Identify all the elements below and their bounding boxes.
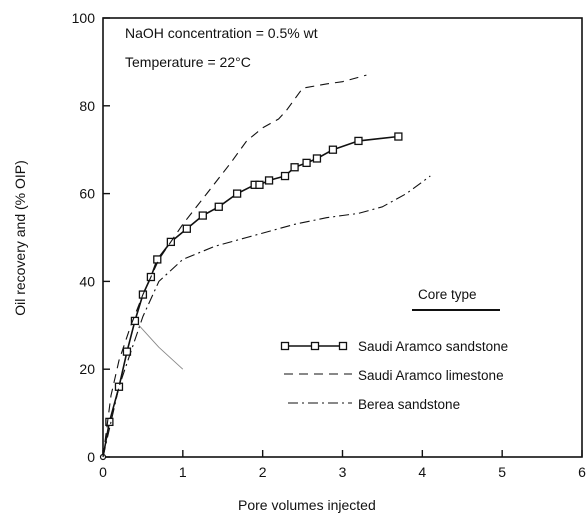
data-point [130, 316, 140, 326]
data-point [255, 180, 264, 189]
legend-marker [310, 341, 320, 351]
data-point [302, 158, 311, 168]
legend-entry-aramco-sandstone: Saudi Aramco sandstone [358, 339, 509, 354]
data-point [182, 224, 191, 233]
y-tick-label: 0 [87, 449, 95, 465]
data-point [394, 132, 403, 141]
legend-layer [280, 309, 500, 404]
y-axis-title: Oil recovery and (% OIP) [12, 160, 28, 316]
legend-title: Core type [418, 287, 477, 302]
x-tick-label: 5 [498, 464, 506, 480]
y-tick-label: 20 [79, 361, 95, 377]
series-line-3 [138, 324, 184, 370]
axes [102, 17, 583, 458]
y-tick-label: 80 [79, 98, 95, 114]
data-point [264, 176, 274, 185]
data-point [280, 171, 290, 181]
x-tick-label: 2 [259, 464, 267, 480]
legend-marker [280, 341, 290, 351]
data-point [312, 154, 322, 163]
annotation-concentration: NaOH concentration = 0.5% wt [125, 25, 318, 41]
y-tick-label: 100 [72, 10, 96, 26]
annotation-temperature: Temperature = 22°C [125, 54, 251, 70]
series-line-berea-sandstone [102, 175, 431, 458]
y-tick-label: 60 [79, 186, 95, 202]
x-tick-label: 3 [339, 464, 347, 480]
legend-entry-aramco-limestone: Saudi Aramco limestone [358, 368, 504, 383]
plot-frame [102, 17, 583, 458]
legend-marker [338, 341, 348, 351]
data-point [328, 145, 338, 154]
data-point [114, 382, 124, 391]
x-tick-label: 0 [99, 464, 107, 480]
y-tick-label: 40 [79, 273, 95, 289]
data-point [214, 202, 223, 211]
x-axis-title: Pore volumes injected [238, 497, 376, 513]
data-point [354, 136, 363, 146]
legend-entry-berea-sandstone: Berea sandstone [358, 397, 461, 412]
x-tick-label: 1 [179, 464, 187, 480]
x-tick-label: 6 [578, 464, 586, 480]
data-point [290, 163, 299, 172]
data-point [105, 417, 114, 427]
series-layer [99, 74, 431, 461]
data-point [232, 189, 242, 198]
data-point [198, 211, 207, 220]
x-tick-label: 4 [418, 464, 426, 480]
series-line-saudi-aramco-limestone [102, 74, 367, 458]
data-point [122, 347, 132, 356]
